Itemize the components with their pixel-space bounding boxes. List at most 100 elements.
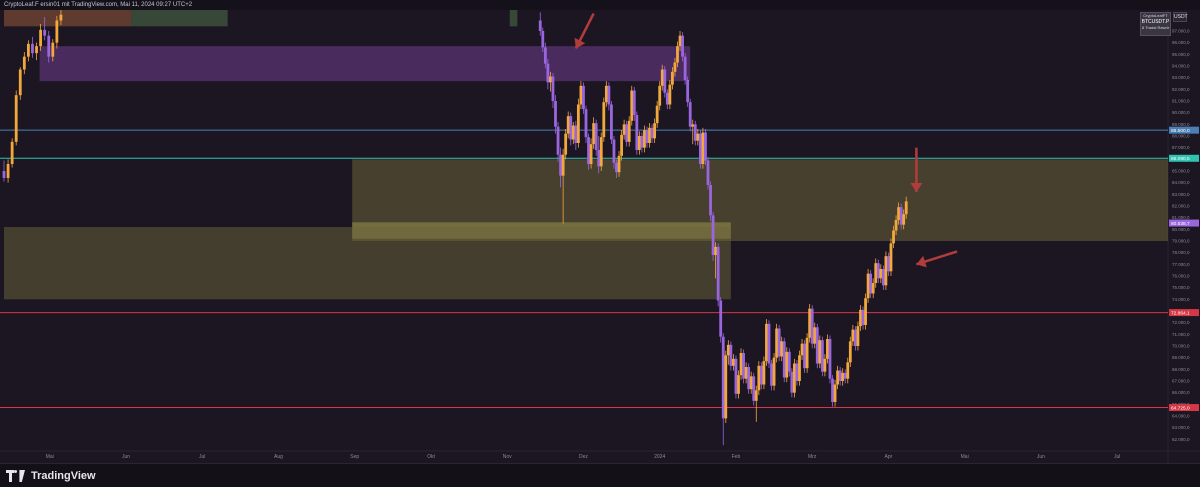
candle-body-32 [582, 85, 585, 110]
y-tick-label-27: 70.000,0 [1172, 344, 1190, 349]
candle-body-57 [645, 130, 649, 143]
y-tick-label-2: 95.000,0 [1172, 52, 1190, 57]
candle-body-63 [660, 69, 664, 86]
candle-body-47 [620, 134, 623, 156]
candle-body-5 [22, 56, 26, 70]
candle-body-132 [836, 370, 840, 385]
candle-body-54 [637, 136, 641, 150]
candle-body-94 [739, 353, 743, 376]
candle-body-6 [26, 43, 30, 57]
candle-body-115 [793, 363, 796, 393]
candle-body-50 [627, 120, 631, 142]
y-tick-label-20: 77.000,0 [1172, 262, 1190, 267]
candle-body-79 [701, 132, 705, 164]
x-tick-label-12: Mai [961, 454, 969, 460]
candle-body-82 [709, 185, 712, 216]
candle-body-23 [559, 154, 562, 176]
price-label-1: 86.090,5 [1171, 156, 1190, 162]
y-tick-label-33: 64.000,0 [1172, 414, 1190, 419]
y-tick-label-19: 78.000,0 [1172, 250, 1190, 255]
candle-body-2 [10, 141, 14, 164]
y-tick-label-8: 89.000,0 [1172, 122, 1190, 127]
candle-body-71 [681, 35, 684, 57]
candle-body-77 [696, 133, 700, 141]
x-tick-label-11: Apr [885, 454, 893, 460]
x-tick-label-0: Mai [46, 454, 54, 460]
candle-body-19 [549, 76, 552, 83]
candle-body-98 [749, 376, 753, 390]
candle-body-137 [848, 341, 852, 363]
zone-2 [4, 227, 731, 300]
candle-body-114 [790, 371, 794, 393]
x-tick-label-8: 2024 [654, 454, 665, 460]
candle-body-39 [599, 137, 603, 167]
candle-body-125 [818, 340, 822, 364]
candle-body-113 [787, 351, 791, 372]
candle-body-110 [780, 341, 784, 357]
candle-body-128 [826, 339, 829, 359]
candle-body-8 [35, 46, 38, 54]
tradingview-logo[interactable]: TradingView [6, 469, 96, 483]
y-tick-label-1: 96.000,0 [1172, 40, 1190, 45]
candle-body-84 [714, 246, 718, 255]
candle-body-86 [719, 300, 723, 337]
candle-body-0 [2, 171, 6, 178]
candle-body-38 [597, 150, 601, 167]
candle-body-149 [879, 269, 883, 279]
candle-body-159 [904, 201, 908, 215]
header-bar: CryptoLeaf.F ersin01 mit TradingView.com… [0, 0, 1200, 10]
candle-body-134 [841, 372, 845, 381]
candle-body-51 [630, 90, 634, 121]
candle-body-20 [551, 76, 555, 101]
candle-body-154 [892, 230, 895, 244]
candle-body-31 [579, 85, 583, 105]
candle-body-133 [838, 370, 842, 381]
y-tick-label-30: 67.000,0 [1172, 379, 1190, 384]
candle-body-95 [742, 353, 745, 379]
candle-body-139 [853, 329, 857, 346]
candlestick-chart-svg[interactable]: 97.000,0 96.000,0 95.000,0 94.000,0 93.000,0… [0, 10, 1200, 463]
candle-body-107 [772, 357, 776, 386]
y-tick-label-16: 81.000,0 [1172, 215, 1190, 220]
candle-body-142 [861, 309, 865, 325]
x-tick-label-5: Okt [427, 454, 435, 460]
legend-title: CryptoLeafFT [1143, 13, 1168, 18]
candle-body-56 [643, 130, 646, 148]
x-tick-label-13: Jun [1037, 454, 1045, 460]
zone-4 [4, 10, 132, 27]
candle-body-111 [782, 341, 786, 378]
price-label-2: 80.538,7 [1171, 221, 1190, 227]
candle-body-28 [571, 125, 575, 140]
y-tick-label-21: 76.000,0 [1172, 274, 1190, 279]
x-tick-label-1: Jun [122, 454, 130, 460]
candle-body-124 [815, 327, 819, 364]
candle-body-65 [665, 92, 669, 105]
y-tick-label-7: 90.000,0 [1172, 110, 1190, 115]
candle-body-69 [676, 46, 679, 63]
candle-body-11 [47, 35, 51, 57]
y-tick-label-29: 68.000,0 [1172, 367, 1190, 372]
candle-body-14 [59, 14, 63, 21]
y-tick-label-13: 84.000,0 [1172, 180, 1190, 185]
price-label-bg-0 [1169, 126, 1199, 134]
candle-body-42 [607, 85, 611, 105]
candle-body-15 [538, 20, 542, 31]
zone-3 [39, 46, 691, 82]
price-chart[interactable]: 97.000,0 96.000,0 95.000,0 94.000,0 93.000,0… [0, 10, 1200, 463]
y-tick-label-9: 88.000,0 [1172, 134, 1190, 139]
candle-body-155 [894, 220, 898, 231]
candle-body-105 [767, 323, 771, 364]
annotation-arrowhead-2 [916, 255, 927, 268]
candle-body-106 [770, 363, 773, 386]
candle-body-87 [721, 336, 725, 419]
candle-body-78 [698, 133, 702, 164]
candle-body-123 [813, 327, 817, 344]
currency-badge[interactable]: USDT [1173, 12, 1188, 22]
tradingview-logo-icon [6, 470, 26, 482]
y-tick-label-35: 62.000,0 [1172, 437, 1190, 442]
candle-body-116 [795, 363, 799, 381]
symbol-legend[interactable]: CryptoLeafFT BTCUSDT.P 8 Tradal Rawdr [1140, 12, 1171, 36]
candle-body-10 [43, 29, 47, 36]
candle-body-92 [734, 358, 738, 394]
candle-body-22 [556, 126, 560, 155]
